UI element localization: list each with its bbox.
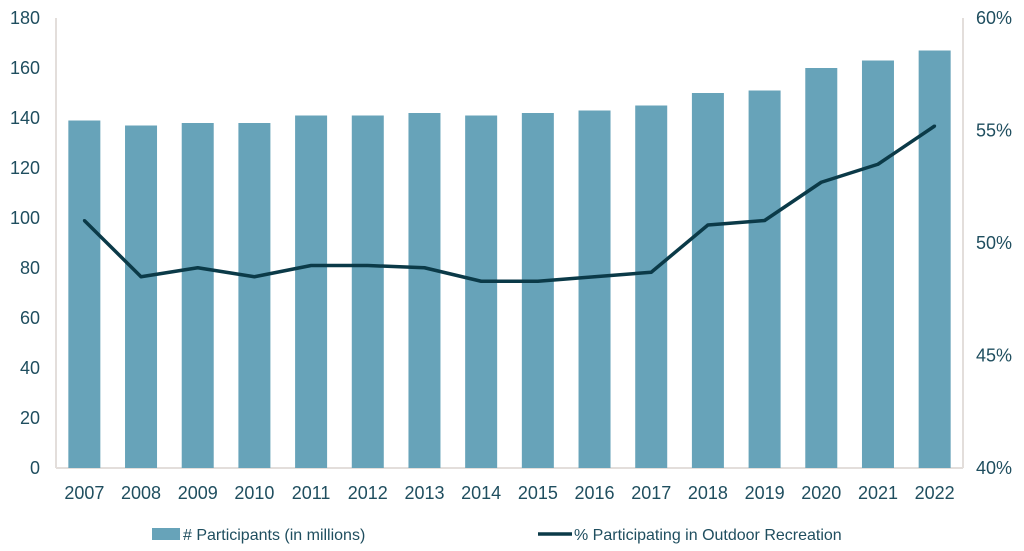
line-point-2013 — [422, 266, 426, 270]
x-tick-label: 2019 — [745, 483, 785, 503]
left-tick-label: 160 — [10, 58, 40, 78]
left-tick-label: 60 — [20, 308, 40, 328]
left-tick-label: 140 — [10, 108, 40, 128]
line-point-2008 — [139, 275, 143, 279]
right-tick-label: 50% — [976, 233, 1012, 253]
x-tick-label: 2018 — [688, 483, 728, 503]
legend-bar-swatch[interactable] — [152, 528, 180, 540]
line-point-2010 — [252, 275, 256, 279]
line-point-2017 — [649, 270, 653, 274]
line-point-2015 — [536, 279, 540, 283]
left-tick-label: 180 — [10, 8, 40, 28]
x-tick-label: 2010 — [234, 483, 274, 503]
bar-2019 — [748, 90, 781, 468]
line-point-2022 — [933, 124, 937, 128]
bar-2013 — [408, 113, 441, 468]
bar-2017 — [635, 105, 668, 468]
line-point-2020 — [819, 180, 823, 184]
x-tick-label: 2020 — [801, 483, 841, 503]
x-tick-label: 2011 — [292, 483, 331, 503]
bar-2015 — [521, 113, 554, 468]
legend-bar-label[interactable]: # Participants (in millions) — [183, 527, 365, 544]
line-point-2019 — [763, 219, 767, 222]
x-tick-label: 2017 — [631, 483, 671, 503]
left-tick-label: 120 — [10, 158, 40, 178]
bar-2012 — [351, 115, 384, 468]
x-tick-label: 2016 — [575, 483, 615, 503]
x-tick-label: 2009 — [178, 483, 218, 503]
left-tick-label: 40 — [20, 358, 40, 378]
bar-2022 — [918, 50, 951, 468]
line-point-2009 — [196, 266, 200, 270]
bar-2010 — [238, 123, 271, 468]
x-tick-label: 2013 — [404, 483, 444, 503]
left-tick-label: 20 — [20, 408, 40, 428]
x-tick-label: 2015 — [518, 483, 558, 503]
bar-2020 — [805, 68, 838, 468]
right-tick-label: 40% — [976, 458, 1012, 478]
bar-2016 — [578, 110, 611, 468]
left-tick-label: 100 — [10, 208, 40, 228]
right-tick-label: 60% — [976, 8, 1012, 28]
line-point-2014 — [479, 279, 483, 283]
bar-2008 — [125, 125, 158, 468]
line-point-2016 — [593, 275, 597, 279]
bar-2007 — [68, 120, 101, 468]
x-tick-label: 2012 — [348, 483, 388, 503]
line-point-2011 — [309, 264, 313, 267]
line-point-2012 — [366, 264, 370, 267]
bar-2018 — [691, 93, 724, 468]
bar-2009 — [181, 123, 214, 468]
left-tick-label: 0 — [30, 458, 40, 478]
right-tick-label: 45% — [976, 346, 1012, 366]
bar-2014 — [465, 115, 498, 468]
x-tick-label: 2008 — [121, 483, 161, 503]
x-tick-label: 2021 — [858, 483, 898, 503]
line-point-2018 — [706, 223, 710, 227]
line-point-2007 — [82, 219, 86, 222]
bar-2021 — [861, 60, 894, 468]
bar-2011 — [295, 115, 328, 468]
right-tick-label: 55% — [976, 121, 1012, 141]
legend-line-label[interactable]: % Participating in Outdoor Recreation — [574, 527, 842, 544]
x-tick-label: 2022 — [915, 483, 955, 503]
x-tick-label: 2007 — [64, 483, 104, 503]
line-point-2021 — [876, 162, 880, 166]
left-tick-label: 80 — [20, 258, 40, 278]
line-series — [83, 124, 936, 283]
x-tick-label: 2014 — [461, 483, 501, 503]
